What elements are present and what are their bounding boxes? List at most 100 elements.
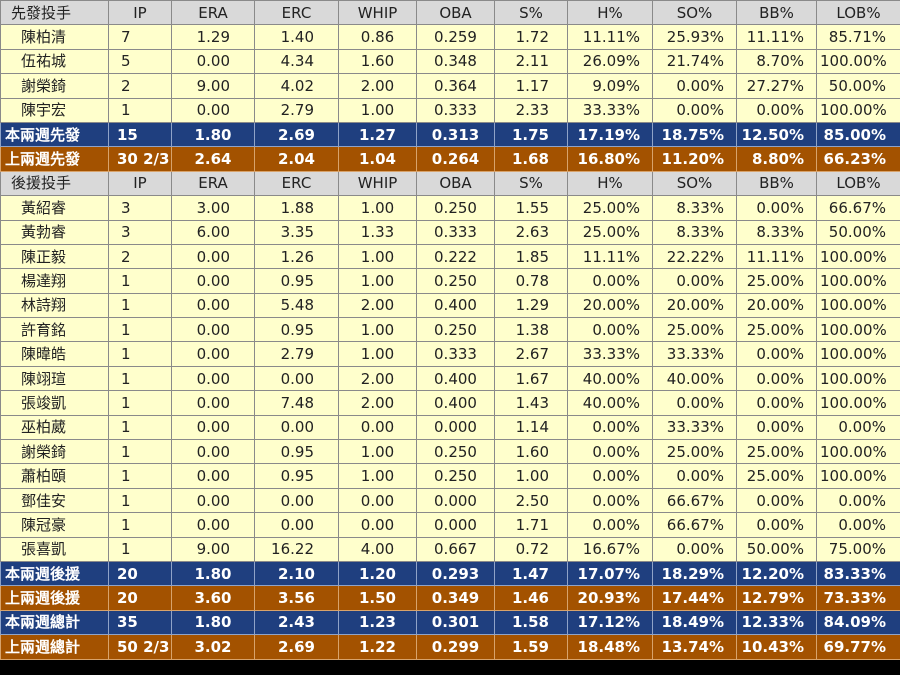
reliever-row: 陳暐皓 1 0.00 2.79 1.00 0.333 2.67 33.33% 33.33% 0.0… — [0, 341, 900, 367]
stat-cell: 1.47 — [494, 560, 568, 587]
row-label-cell: 張喜凱 — [0, 536, 109, 562]
stat-cell: 0.301 — [416, 609, 495, 636]
stat-cell: 1 — [108, 341, 172, 367]
stat-cell: 1 — [108, 536, 172, 562]
stat-cell: 9.00 — [171, 536, 255, 562]
stat-cell: 0.00 — [338, 414, 417, 441]
stat-cell: 1.59 — [494, 634, 568, 660]
stat-cell: 0.00% — [736, 97, 817, 123]
stat-cell: OBA — [416, 170, 495, 197]
stat-cell: S% — [494, 0, 568, 26]
stat-cell: 0.00 — [171, 317, 255, 343]
stat-cell: 0.400 — [416, 365, 495, 392]
stat-cell: 6.00 — [171, 219, 255, 245]
stat-cell: 25.00% — [736, 268, 817, 294]
stat-cell: 33.33% — [652, 341, 737, 367]
stat-cell: 2 — [108, 73, 172, 99]
stat-cell: WHIP — [338, 0, 417, 26]
stat-cell: 0.00 — [338, 487, 417, 514]
stat-cell: 3 — [108, 219, 172, 245]
stat-cell: 0.00 — [338, 512, 417, 538]
stat-cell: 4.00 — [338, 536, 417, 562]
stat-cell: 25.00% — [652, 317, 737, 343]
reliever-row: 林詩翔 1 0.00 5.48 2.00 0.400 1.29 20.00% 20.00% 20.… — [0, 292, 900, 319]
stat-cell: 1 — [108, 463, 172, 489]
stat-cell: 0.00 — [254, 414, 339, 441]
stat-cell: 1 — [108, 414, 172, 441]
stat-cell: 0.667 — [416, 536, 495, 562]
stat-cell: 0.00% — [652, 390, 737, 416]
stat-cell: 1.00 — [338, 317, 417, 343]
stat-cell: 2.69 — [254, 634, 339, 660]
starter-row: 陳宇宏 1 0.00 2.79 1.00 0.333 2.33 33.33% 0.00% 0.00… — [0, 97, 900, 123]
row-label-cell: 巫柏葳 — [0, 414, 109, 441]
row-label-cell: 張竣凱 — [0, 390, 109, 416]
total-last-row: 上兩週總計 50 2/3 3.02 2.69 1.22 0.299 1.59 18.48% 13… — [0, 634, 900, 660]
stat-cell: 2.63 — [494, 219, 568, 245]
stat-cell: 100.00% — [816, 243, 900, 270]
stat-cell: 0.00 — [171, 48, 255, 75]
stat-cell: 0.00 — [171, 97, 255, 123]
stat-cell: 3.00 — [171, 195, 255, 221]
stat-cell: 17.12% — [567, 609, 653, 636]
reliever-header-row: 後援投手 IP ERA ERC WHIP OBA S% H% SO% BB% LOB% — [0, 170, 900, 197]
row-label-cell: 本兩週後援 — [0, 560, 109, 587]
stat-cell: 1.29 — [171, 24, 255, 50]
stat-cell: 0.00% — [736, 195, 817, 221]
stat-cell: 0.313 — [416, 121, 495, 148]
stat-cell: 1.00 — [494, 463, 568, 489]
stat-cell: 0.00 — [171, 463, 255, 489]
stat-cell: 9.00 — [171, 73, 255, 99]
stat-cell: 11.20% — [652, 146, 737, 172]
stat-cell: 1 — [108, 292, 172, 319]
stat-cell: 1.00 — [338, 268, 417, 294]
stat-cell: 2.79 — [254, 341, 339, 367]
stat-cell: 25.00% — [736, 439, 817, 465]
stat-cell: 66.67% — [652, 487, 737, 514]
stat-cell: 11.11% — [567, 243, 653, 270]
row-label-cell: 許育銘 — [0, 317, 109, 343]
stat-cell: 1.68 — [494, 146, 568, 172]
stat-cell: 12.33% — [736, 609, 817, 636]
stat-cell: 0.00% — [567, 317, 653, 343]
stat-cell: 1.27 — [338, 121, 417, 148]
stat-cell: 1.67 — [494, 365, 568, 392]
stat-cell: 1.50 — [338, 585, 417, 611]
stat-cell: 0.400 — [416, 292, 495, 319]
stat-cell: 1.26 — [254, 243, 339, 270]
stat-cell: 100.00% — [816, 463, 900, 489]
stat-cell: 33.33% — [652, 414, 737, 441]
stat-cell: 18.48% — [567, 634, 653, 660]
stat-cell: 0.86 — [338, 24, 417, 50]
stat-cell: 2.04 — [254, 146, 339, 172]
stat-cell: 0.333 — [416, 97, 495, 123]
stat-cell: 1.43 — [494, 390, 568, 416]
stat-cell: 0.00% — [736, 365, 817, 392]
stat-cell: 40.00% — [567, 390, 653, 416]
stat-cell: 1.80 — [171, 560, 255, 587]
stat-cell: 1.80 — [171, 121, 255, 148]
stat-cell: 0.00% — [652, 536, 737, 562]
stat-cell: 22.22% — [652, 243, 737, 270]
stat-cell: H% — [567, 0, 653, 26]
stat-cell: 5.48 — [254, 292, 339, 319]
stat-cell: 25.00% — [736, 317, 817, 343]
reliever-row: 楊達翔 1 0.00 0.95 1.00 0.250 0.78 0.00% 0.00% 25.00… — [0, 268, 900, 294]
total-this-row: 本兩週總計 35 1.80 2.43 1.23 0.301 1.58 17.12% 18.49%… — [0, 609, 900, 636]
stat-cell: 0.00 — [171, 487, 255, 514]
stat-cell: BB% — [736, 0, 817, 26]
stat-cell: 1.29 — [494, 292, 568, 319]
stat-cell: 3.35 — [254, 219, 339, 245]
stat-cell: 1.40 — [254, 24, 339, 50]
stat-cell: 66.23% — [816, 146, 900, 172]
reliever-row: 巫柏葳 1 0.00 0.00 0.00 0.000 1.14 0.00% 33.33% 0.00… — [0, 414, 900, 441]
row-label-cell: 鄧佳安 — [0, 487, 109, 514]
stat-cell: 1 — [108, 439, 172, 465]
stat-cell: 2.79 — [254, 97, 339, 123]
stat-cell: 1 — [108, 390, 172, 416]
stat-cell: 0.00% — [652, 463, 737, 489]
stat-cell: 7 — [108, 24, 172, 50]
stat-cell: 2.43 — [254, 609, 339, 636]
stat-cell: 7.48 — [254, 390, 339, 416]
stat-cell: 85.00% — [816, 121, 900, 148]
